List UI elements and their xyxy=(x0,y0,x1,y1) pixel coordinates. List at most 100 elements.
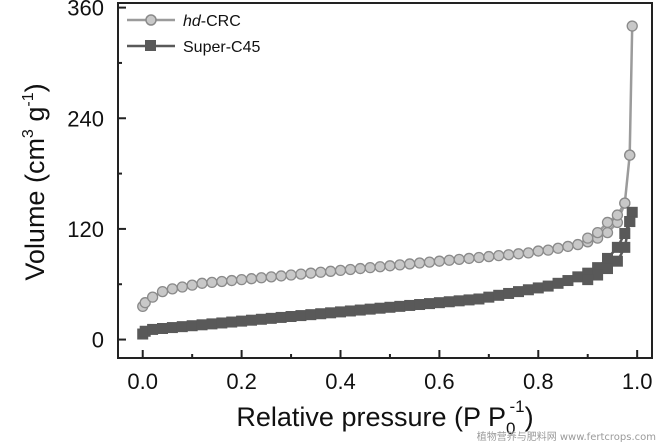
hd-crc-point xyxy=(245,273,258,285)
super-c45-point xyxy=(611,241,623,253)
super-c45-point xyxy=(493,289,505,301)
super-c45-point xyxy=(206,318,218,330)
hd-crc-point xyxy=(235,273,248,286)
super-c45-point xyxy=(619,241,631,253)
hd-crc-point xyxy=(324,265,337,277)
super-c45-point xyxy=(216,317,228,329)
hd-crc-point xyxy=(146,291,159,303)
super-c45-point xyxy=(344,305,356,317)
super-c45-point xyxy=(315,308,327,320)
super-c45-point xyxy=(335,306,346,318)
legend-label-super-c45: Super-C45 xyxy=(183,39,260,56)
hd-crc-point xyxy=(295,268,307,280)
hd-crc-point xyxy=(572,238,584,251)
hd-crc-point xyxy=(413,257,426,269)
hd-crc-point xyxy=(394,259,406,271)
watermark: 植物营养与肥料网 www.fertcrops.com xyxy=(477,430,656,443)
super-c45-point xyxy=(354,304,366,316)
super-c45-point xyxy=(513,286,524,298)
hd-crc-point xyxy=(591,226,604,239)
super-c45-point xyxy=(503,287,515,299)
super-c45-point xyxy=(255,313,267,325)
x-tick-label: 0.6 xyxy=(424,369,455,394)
super-c45-point xyxy=(265,312,277,324)
x-axis-ticks: 0.0 0.2 0.4 0.6 0.8 1.0 xyxy=(127,350,652,394)
legend-label-hd-crc: hd-CRC xyxy=(183,13,241,30)
y-axis-ticks: 0 120 240 360 xyxy=(67,0,126,353)
super-c45-point xyxy=(236,315,248,327)
hd-crc-point xyxy=(626,20,638,32)
hd-crc-point xyxy=(216,275,228,288)
hd-crc-point xyxy=(601,226,614,239)
super-c45-point xyxy=(147,323,159,335)
super-c45-point xyxy=(433,297,445,309)
super-c45-point xyxy=(166,322,178,334)
legend: hd-CRC Super-C45 xyxy=(127,13,260,56)
super-c45-point xyxy=(619,228,631,240)
hd-crc-point xyxy=(275,270,287,282)
super-c45-point xyxy=(522,284,534,296)
super-c45-point xyxy=(285,311,297,323)
super-c45-point xyxy=(414,299,426,311)
super-c45-point xyxy=(139,325,151,337)
legend-marker-hd-crc xyxy=(145,14,157,26)
super-c45-point xyxy=(483,291,495,303)
super-c45-point xyxy=(542,280,554,292)
hd-crc-point xyxy=(285,269,297,281)
y-tick-label: 0 xyxy=(92,328,104,353)
hd-crc-point xyxy=(552,242,564,254)
x-tick-label: 1.0 xyxy=(622,369,653,394)
super-c45-point xyxy=(424,298,435,310)
hd-crc-point xyxy=(483,250,495,263)
super-c45-point xyxy=(186,320,198,332)
plot-frame xyxy=(117,2,653,359)
hd-crc-point xyxy=(453,253,465,265)
super-c45-point xyxy=(325,307,337,319)
legend-marker-super-c45 xyxy=(145,40,156,51)
x-axis-title: Relative pressure (P P0-1) xyxy=(236,397,533,438)
hd-crc-point xyxy=(582,232,594,244)
hd-crc-point xyxy=(473,251,485,264)
y-axis-title: Volume (cm3 g-1) xyxy=(20,83,50,280)
y-tick-label: 120 xyxy=(67,217,104,242)
hd-crc-point xyxy=(611,209,624,221)
hd-crc-point xyxy=(166,283,179,295)
hd-crc-point xyxy=(344,263,357,276)
super-c45-point xyxy=(404,299,416,311)
super-c45-point xyxy=(473,293,485,305)
super-c45-point xyxy=(364,303,376,315)
hd-crc-point xyxy=(255,272,268,284)
hd-crc-point xyxy=(139,297,151,309)
series-line-1 xyxy=(141,211,634,335)
y-tick-label: 360 xyxy=(67,0,104,21)
hd-crc-point xyxy=(265,271,277,283)
series-layer xyxy=(137,20,638,340)
super-c45-point xyxy=(602,252,613,264)
hd-crc-point xyxy=(315,266,327,278)
super-c45-point xyxy=(624,216,636,228)
super-c45-point xyxy=(295,310,307,322)
super-c45-point xyxy=(246,314,257,326)
super-c45-point xyxy=(384,301,396,313)
hd-crc-point xyxy=(433,255,446,267)
hd-crc-point xyxy=(493,249,505,262)
super-c45-point xyxy=(226,316,238,328)
super-c45-point xyxy=(305,309,317,321)
hd-crc-point xyxy=(364,261,376,274)
hd-crc-point xyxy=(619,197,631,209)
hd-crc-point xyxy=(463,252,475,265)
super-c45-point xyxy=(592,269,604,281)
x-tick-label: 0.2 xyxy=(226,369,257,394)
hd-crc-point xyxy=(354,262,366,275)
hd-crc-point xyxy=(423,256,436,268)
hd-crc-point xyxy=(404,258,416,270)
super-c45-point xyxy=(532,282,544,294)
super-c45-point xyxy=(582,267,594,279)
hd-crc-point xyxy=(624,149,636,161)
hd-crc-point xyxy=(384,260,396,272)
x-tick-label: 0.4 xyxy=(325,369,356,394)
super-c45-point xyxy=(602,263,613,275)
hd-crc-point xyxy=(305,267,317,279)
super-c45-point xyxy=(196,319,208,331)
